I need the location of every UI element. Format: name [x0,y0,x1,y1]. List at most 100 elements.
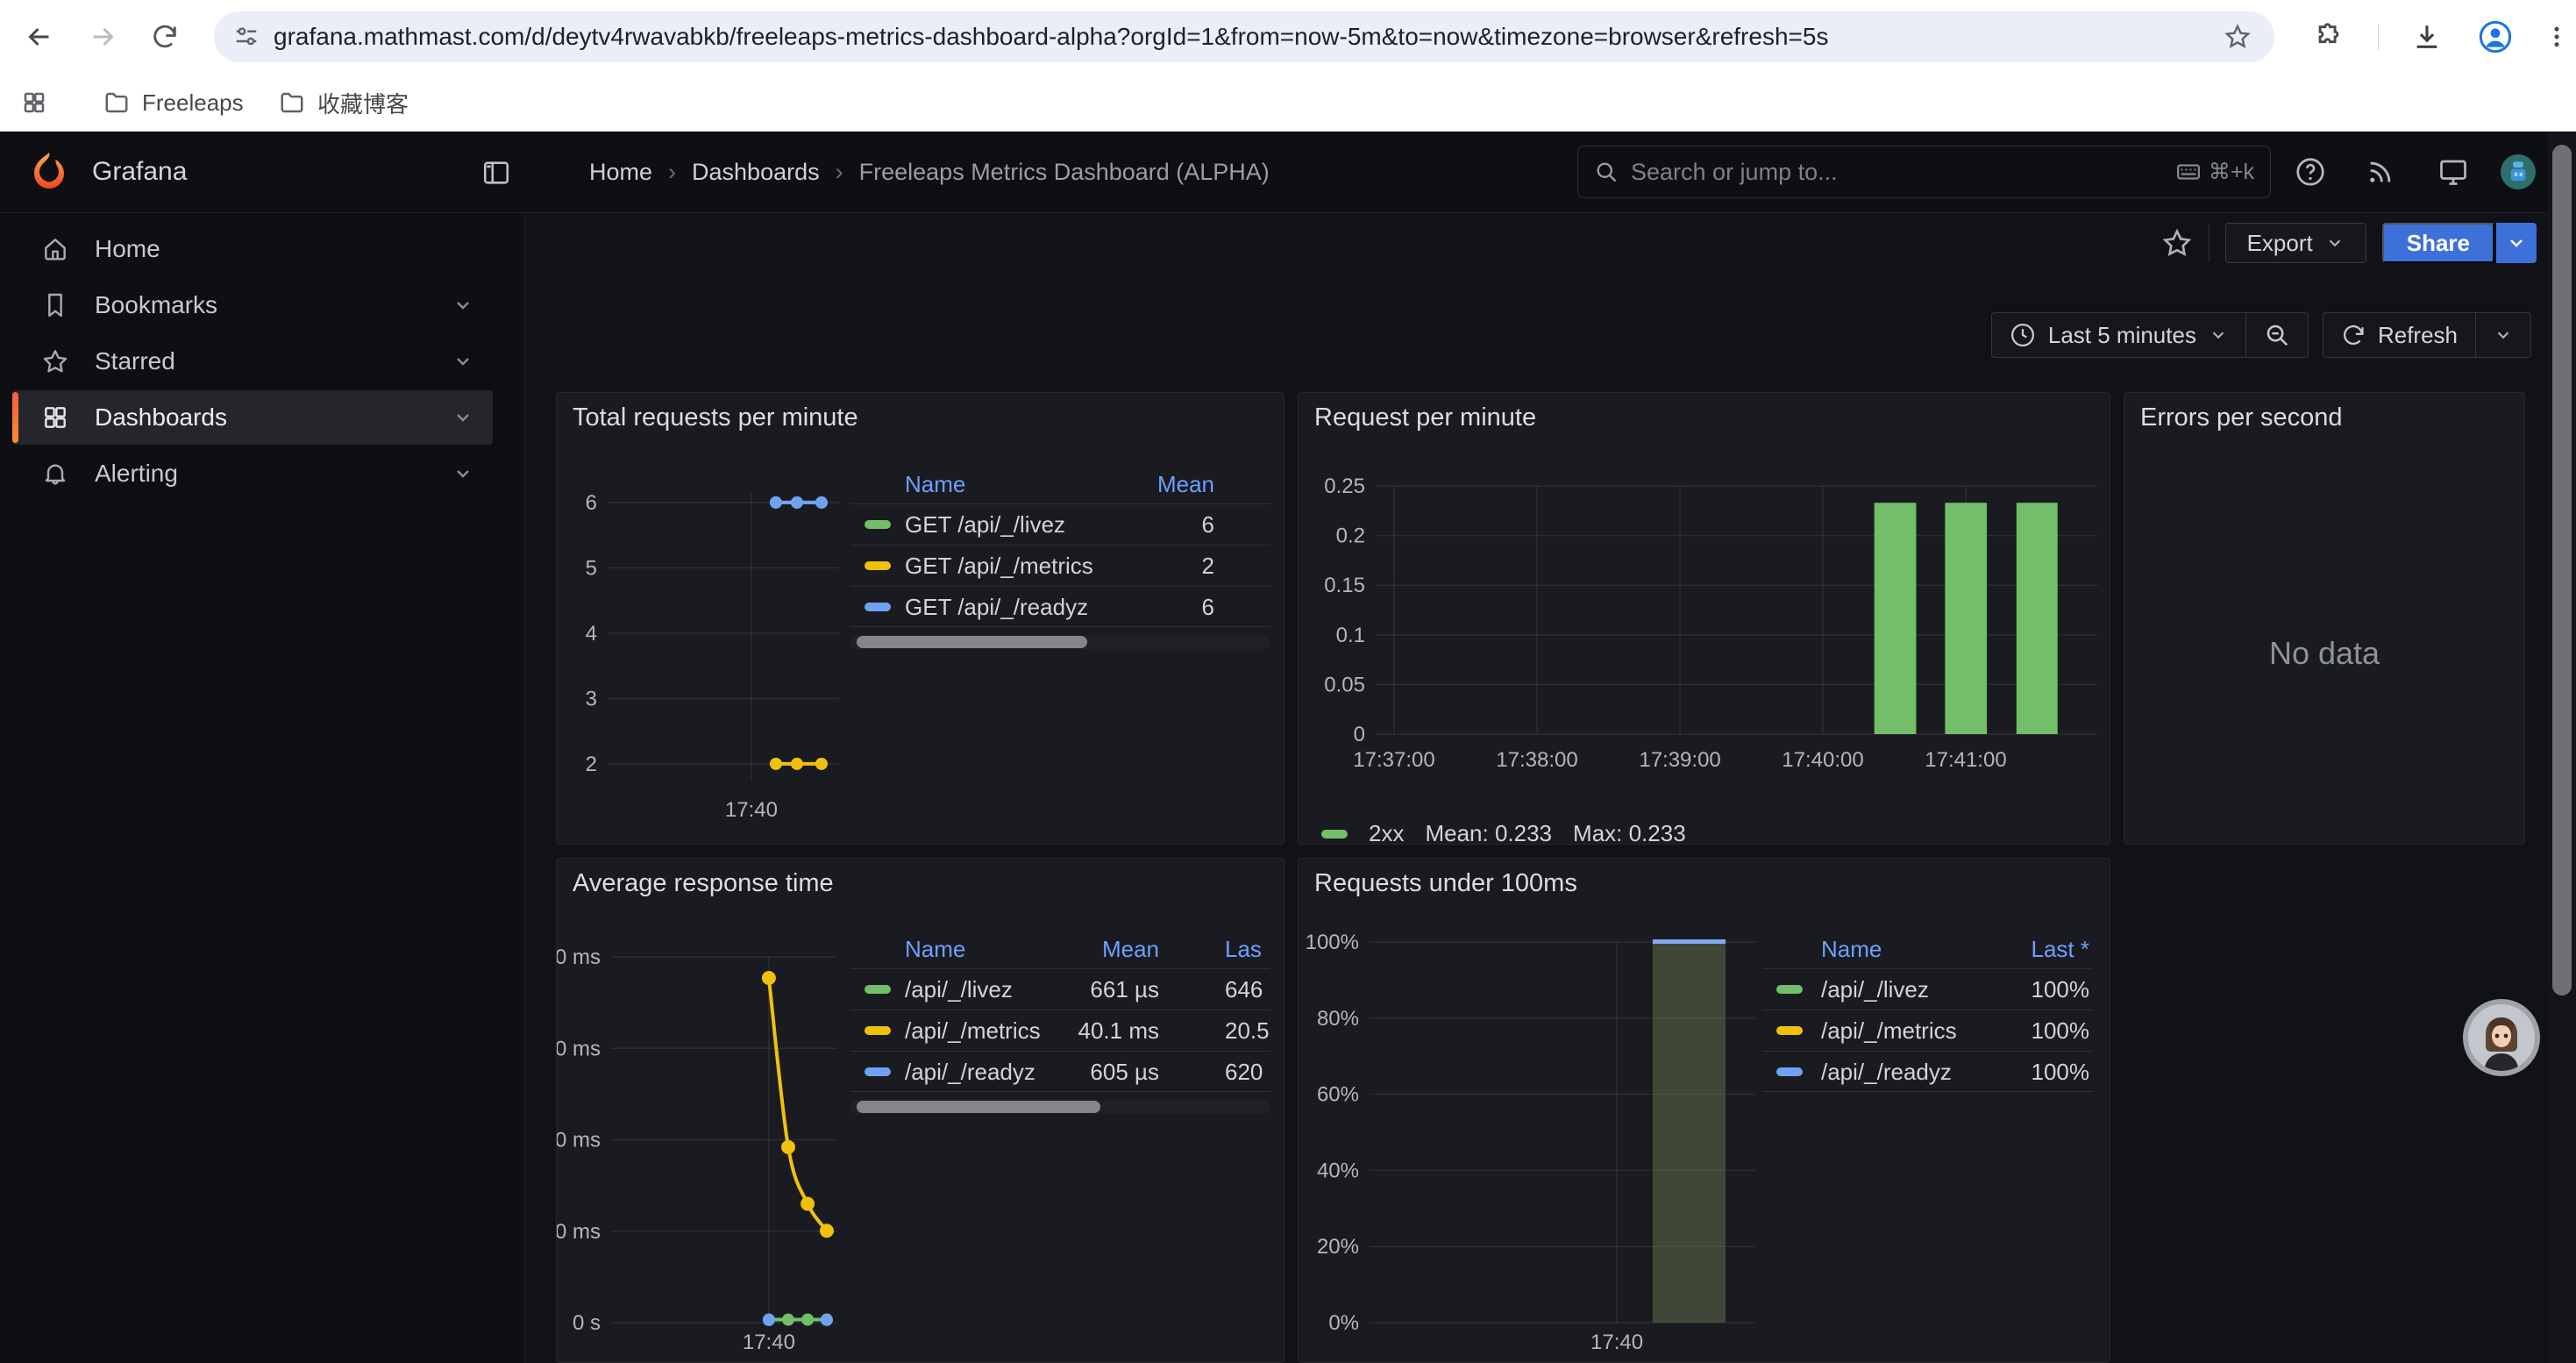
breadcrumb-home[interactable]: Home [589,158,653,185]
bookmark-folder-blogs[interactable]: 收藏博客 [279,74,409,132]
brand-name: Grafana [92,157,188,186]
assistant-avatar-widget[interactable] [2463,999,2540,1076]
download-icon[interactable] [2408,18,2446,56]
svg-text:0%: 0% [1328,1311,1359,1335]
chevron-down-icon[interactable] [452,463,473,484]
grafana-logo[interactable] [28,151,70,193]
series-swatch [865,520,891,529]
time-range-picker[interactable]: Last 5 minutes [1992,313,2245,357]
series-swatch [865,602,891,611]
bookmark-label: 收藏博客 [317,90,409,118]
chevron-down-icon[interactable] [452,295,473,316]
toolbar-divider [2378,24,2379,50]
panel-title[interactable]: Requests under 100ms [1314,869,1577,897]
sidebar-item-home[interactable]: Home [12,222,493,276]
refresh-button[interactable]: Refresh [2323,313,2475,357]
legend-table: Name Last * /api/_/livez 100%/api/_/metrics… [1762,930,2093,1092]
help-icon[interactable] [2293,154,2328,189]
search-box[interactable]: ⌘+k [1577,146,2271,198]
grafana-app: Grafana Home › Dashboards › Freeleaps Me… [0,132,2576,1363]
legend-row[interactable]: /api/_/readyz 100% [1762,1051,2093,1092]
url-input[interactable] [274,23,2159,51]
legend-row[interactable]: /api/_/readyz 605 µs 620 [850,1051,1270,1092]
sidebar-item-dashboards[interactable]: Dashboards [12,390,493,445]
bookmark-star-icon[interactable] [2224,23,2252,51]
panel-title[interactable]: Total requests per minute [573,403,858,432]
breadcrumb: Home › Dashboards › Freeleaps Metrics Da… [589,158,1270,185]
refresh-interval-button[interactable] [2476,313,2530,357]
page-scrollbar[interactable] [2548,132,2576,1363]
star-icon [40,347,70,375]
panel-title[interactable]: Errors per second [2140,403,2343,432]
svg-text:0 s: 0 s [573,1311,601,1335]
bookmark-folder-freeleaps[interactable]: Freeleaps [103,74,244,132]
chart-legend[interactable]: 2xx Mean: 0.233 Max: 0.233 [1321,820,1686,844]
legend-row[interactable]: GET /api/_/metrics 2 [850,545,1270,586]
reload-icon[interactable] [146,18,184,56]
legend-row[interactable]: /api/_/livez 661 µs 646 [850,968,1270,1010]
chevron-down-icon [2329,239,2341,247]
favorite-star-icon[interactable] [2161,227,2193,259]
svg-text:0.1: 0.1 [1336,624,1365,647]
sidebar-item-alerting[interactable]: Alerting [12,446,493,501]
svg-text:17:40: 17:40 [1590,1331,1643,1354]
dashboard-canvas: Export Share Last 5 minutes [525,213,2548,1363]
breadcrumb-dashboards[interactable]: Dashboards [692,158,820,185]
dock-menu-icon[interactable] [481,158,511,188]
news-rss-icon[interactable] [2363,154,2398,189]
sidebar-divider [524,132,525,1363]
chevron-down-icon [2510,239,2523,247]
user-avatar[interactable] [2501,154,2536,189]
series-swatch [1776,1067,1803,1076]
svg-text:40 ms: 40 ms [557,1129,601,1152]
breadcrumb-current: Freeleaps Metrics Dashboard (ALPHA) [858,158,1270,185]
panel-requests-under-100ms: Requests under 100ms 100% 80% 60% 40% 20% 0% 17… [1298,858,2110,1363]
extensions-icon[interactable] [2309,18,2348,56]
share-button[interactable]: Share [2381,223,2494,263]
menu-kebab-icon[interactable] [2537,18,2576,56]
forward-icon[interactable] [83,18,122,56]
svg-text:17:38:00: 17:38:00 [1496,748,1577,772]
svg-text:17:40:00: 17:40:00 [1782,748,1863,772]
time-controls: Last 5 minutes Refresh [1990,312,2531,358]
kiosk-monitor-icon[interactable] [2436,154,2471,189]
zoom-out-icon [2266,325,2288,346]
back-icon[interactable] [20,18,59,56]
export-button[interactable]: Export [2224,223,2366,263]
legend-row[interactable]: GET /api/_/readyz 6 [850,586,1270,627]
apps-shortcut-icon[interactable] [21,74,47,132]
panel-average-response-time: Average response time 80 ms 60 ms 40 ms 20 m… [556,858,1284,1363]
panel-title[interactable]: Request per minute [1314,403,1537,432]
home-icon [40,235,70,263]
panel-total-requests-per-minute: Total requests per minute 6 5 4 3 2 17:40 Name M… [556,392,1284,845]
browser-toolbar [0,0,2576,74]
sidebar-item-starred[interactable]: Starred [12,334,493,389]
chevron-down-icon[interactable] [452,407,473,428]
sidebar-nav: Home Bookmarks Starred Dashboards Alerting [0,213,524,1363]
series-/api/_/metrics [766,977,829,1232]
zoom-out-button[interactable] [2246,313,2308,357]
site-settings-icon[interactable] [233,24,260,50]
chevron-down-icon [2212,332,2224,339]
svg-text:0: 0 [1354,723,1365,746]
actions-divider [2208,224,2210,262]
legend-row[interactable]: /api/_/livez 100% [1762,968,2093,1010]
legend-scrollbar[interactable] [850,1100,1270,1114]
share-menu-button[interactable] [2496,223,2537,263]
series-swatch [1776,1026,1803,1035]
time-range-group: Last 5 minutes [1990,312,2309,358]
legend-scrollbar[interactable] [850,635,1270,649]
panel-title[interactable]: Average response time [573,869,834,897]
search-input[interactable] [1631,158,2163,186]
panel-chart: 0.25 0.2 0.15 0.1 0.05 017:37:00 17:38:00 17:39… [1324,475,2097,772]
scrollbar-thumb[interactable] [2552,145,2572,995]
legend-row[interactable]: GET /api/_/livez 6 [850,503,1270,545]
chevron-down-icon[interactable] [452,351,473,372]
legend-row[interactable]: /api/_/metrics 100% [1762,1010,2093,1051]
bar-2xx [1874,503,1917,734]
sidebar-item-bookmarks[interactable]: Bookmarks [12,278,493,332]
profile-icon[interactable] [2476,18,2515,56]
panel-chart: 100% 80% 60% 40% 20% 0% 17:40 [1306,931,1755,1354]
url-bar[interactable] [214,11,2274,62]
